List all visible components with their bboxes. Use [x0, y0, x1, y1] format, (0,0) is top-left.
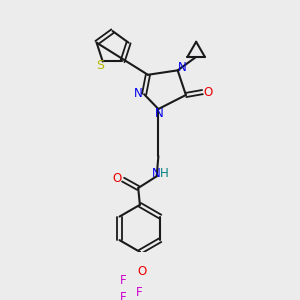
Text: N: N — [178, 61, 186, 74]
Text: O: O — [112, 172, 122, 185]
Text: O: O — [204, 85, 213, 99]
Text: S: S — [96, 59, 104, 72]
Text: H: H — [160, 167, 169, 180]
Text: N: N — [155, 107, 164, 120]
Text: F: F — [120, 274, 126, 287]
Text: F: F — [120, 291, 126, 300]
Text: N: N — [152, 167, 160, 180]
Text: O: O — [138, 265, 147, 278]
Text: F: F — [136, 286, 142, 299]
Text: N: N — [134, 87, 142, 100]
